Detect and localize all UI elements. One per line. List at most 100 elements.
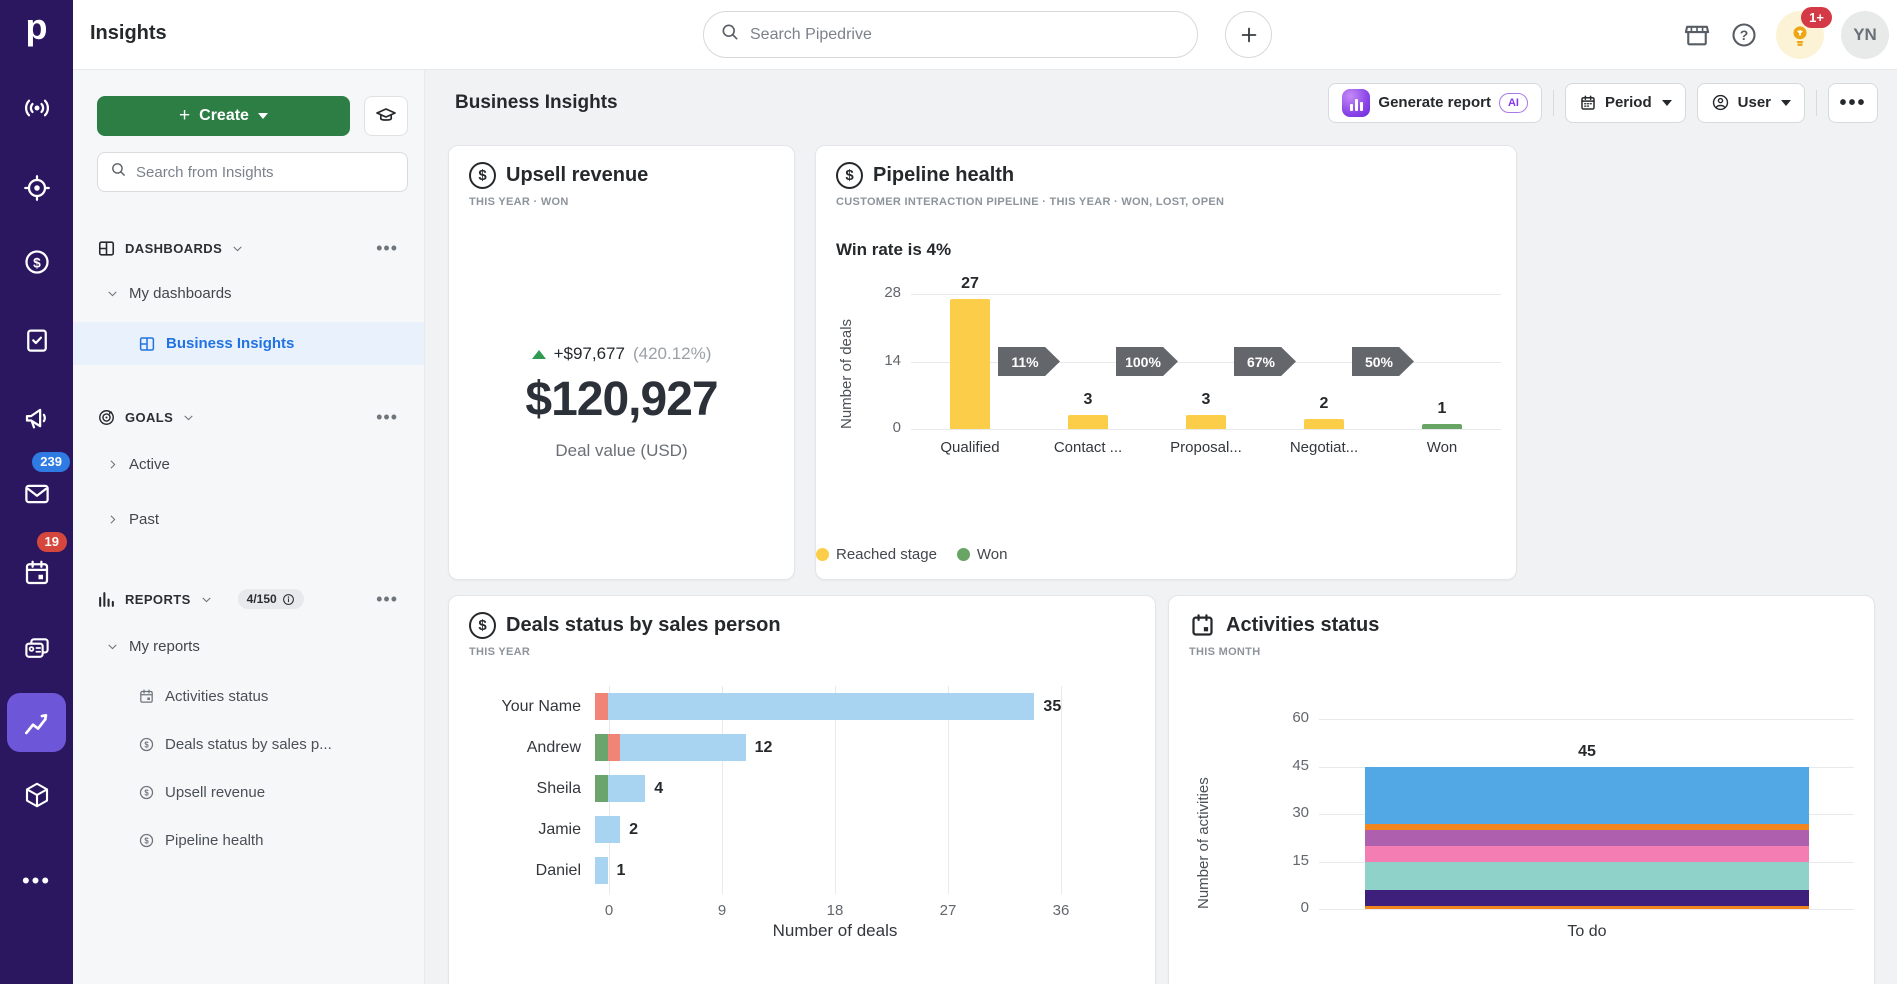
stage-bar-Contact ...[interactable] [1068,414,1108,429]
insights-search-input[interactable] [136,163,395,181]
section-reports[interactable]: REPORTS 4/150 ••• [73,582,424,616]
user-label: User [1737,94,1771,111]
quick-add-button[interactable] [1225,11,1272,58]
todo-stacked-bar[interactable] [1365,766,1809,909]
report-item-deals-status[interactable]: $ Deals status by sales p... [73,725,424,763]
bar-segment-darkpurple [1365,890,1809,906]
global-search[interactable] [703,11,1198,58]
projects-icon[interactable] [22,325,52,355]
person-bar[interactable] [595,693,1035,720]
person-bar[interactable] [595,816,621,843]
y-tick-label: 45 [1292,756,1309,774]
whats-new-icon[interactable]: 1+ [1776,7,1832,59]
legend-reached-stage[interactable]: Reached stage [816,546,937,563]
bar-segment-salmon [607,734,621,761]
report-item-upsell-revenue[interactable]: $ Upsell revenue [73,773,424,811]
app-rail: p $ 239 19 ••• [0,0,73,984]
dollar-circle-icon: $ [139,833,154,847]
avatar[interactable]: YN [1841,11,1889,59]
generate-report-button[interactable]: Generate report AI [1328,82,1542,123]
bar-segment-salmon [595,693,608,720]
contacts-icon[interactable] [22,633,52,663]
dollar-circle-icon: $ [469,612,496,639]
card-filters: CUSTOMER INTERACTION PIPELINE · THIS YEA… [836,196,1225,208]
y-tick-label: 28 [884,284,901,301]
goals-icon [99,409,114,425]
y-axis-label: Number of deals [838,318,855,429]
svg-text:$: $ [144,788,149,797]
activities-calendar-icon[interactable] [22,558,52,588]
x-tick-label: Qualified [940,439,1000,456]
chevron-down-icon [1661,99,1672,106]
person-label: Sheila [536,779,581,797]
chevron-down-icon [108,290,117,296]
search-icon [110,161,127,183]
person-bar[interactable] [595,734,746,761]
legend-won[interactable]: Won [956,546,1008,563]
dashboards-more-icon[interactable]: ••• [376,238,398,258]
learn-button[interactable] [364,96,408,136]
stage-bar-Proposal...[interactable] [1186,414,1226,429]
legend-label: Won [976,546,1008,563]
card-title: Upsell revenue [506,164,649,186]
pipedrive-logo[interactable]: p [25,6,48,47]
generate-report-label: Generate report [1378,94,1491,111]
bar-segment-lightblue [595,857,608,884]
section-dashboards[interactable]: DASHBOARDS ••• [73,231,424,265]
marketplace-icon[interactable] [1682,20,1712,50]
x-tick-label: Negotiat... [1289,439,1359,456]
goals-active-group[interactable]: Active [73,448,424,480]
change-percent: (420.12%) [632,344,712,363]
mail-icon[interactable] [22,479,52,509]
dashboards-label: DASHBOARDS [125,240,223,256]
change-amount: +$97,677 [553,344,625,363]
products-dollar-icon[interactable]: $ [22,247,52,277]
stage-bar-Qualified[interactable] [950,298,990,429]
bar-segment-blue2 [1365,766,1809,824]
stage-bar-Negotiat...[interactable] [1304,419,1344,429]
stage-bar-Won[interactable] [1422,424,1462,429]
reports-more-icon[interactable]: ••• [376,589,398,609]
legend-label: Reached stage [836,546,937,563]
global-search-input[interactable] [750,25,1181,44]
search-icon [720,22,740,47]
goals-more-icon[interactable]: ••• [376,407,398,427]
dashboard-more-button[interactable]: ••• [1828,82,1878,123]
bar-total-label: 45 [1578,742,1596,760]
my-dashboards-group[interactable]: My dashboards [73,277,424,309]
bar-total-label: 1 [616,861,626,879]
goals-past-group[interactable]: Past [73,503,424,535]
user-filter-button[interactable]: User [1696,82,1805,123]
gridline [1319,719,1854,720]
chevron-down-icon [184,414,193,420]
leads-icon[interactable] [22,93,52,123]
insights-icon-active[interactable] [7,693,66,752]
person-bar[interactable] [595,857,608,884]
help-icon[interactable]: ? [1729,20,1759,50]
report-item-pipeline-health[interactable]: $ Pipeline health [73,821,424,859]
card-title: Activities status [1226,614,1380,636]
more-apps-icon[interactable]: ••• [21,868,52,893]
sidebar-item-business-insights[interactable]: Business Insights [73,322,424,365]
bar-value-label: 2 [1319,395,1329,413]
period-filter-button[interactable]: Period [1564,82,1686,123]
dollar-circle-icon: $ [836,162,863,189]
create-button-label: Create [199,107,249,124]
section-goals[interactable]: GOALS ••• [73,400,424,434]
chevron-down-icon [1781,99,1791,106]
insights-search[interactable] [97,152,408,192]
y-tick-label: 0 [892,419,901,436]
bar-value-label: 3 [1083,390,1093,408]
report-item-activities-status[interactable]: Activities status [73,677,424,715]
my-reports-group[interactable]: My reports [73,630,424,662]
dashboard-icon [98,240,115,256]
create-button[interactable]: + Create [97,96,350,136]
campaigns-icon[interactable] [22,403,52,433]
divider [1816,89,1817,116]
y-tick-label: 60 [1292,709,1309,726]
person-bar[interactable] [595,775,646,802]
deals-icon[interactable] [22,173,52,203]
products-box-icon[interactable] [22,780,52,810]
gridline [1319,909,1854,910]
person-label: Your Name [501,697,581,715]
